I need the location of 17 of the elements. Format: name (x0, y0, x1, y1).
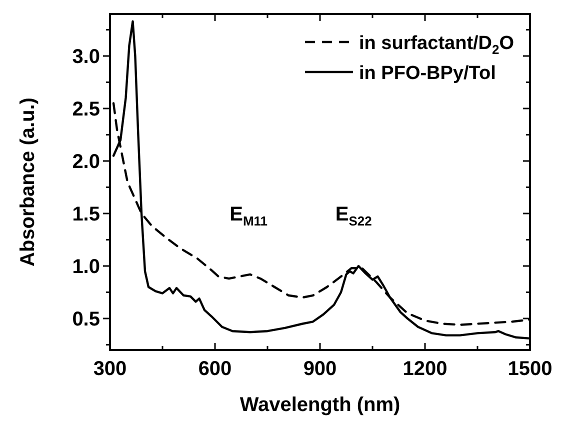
x-tick-label: 600 (198, 358, 232, 380)
legend-label: in surfactant/D$_{2}$O (359, 33, 514, 57)
x-tick-label: 1500 (508, 358, 552, 380)
y-tick-label: 2.0 (72, 151, 100, 173)
annotation: E$_{S22}$ (335, 204, 372, 228)
y-tick-label: 1.5 (72, 204, 100, 226)
x-axis-title: Wavelength (nm) (240, 394, 400, 416)
annotation: E$_{M11}$ (230, 204, 268, 228)
x-tick-label: 300 (93, 358, 127, 380)
y-tick-label: 3.0 (72, 46, 100, 68)
y-axis-title: Absorbance (a.u.) (17, 98, 39, 266)
x-tick-label: 1200 (402, 358, 448, 380)
y-tick-label: 0.5 (72, 308, 100, 330)
legend-label: in PFO-BPy/Tol (359, 63, 496, 84)
y-tick-label: 1.0 (72, 256, 100, 278)
y-tick-label: 2.5 (72, 98, 100, 120)
x-tick-label: 900 (303, 358, 337, 380)
